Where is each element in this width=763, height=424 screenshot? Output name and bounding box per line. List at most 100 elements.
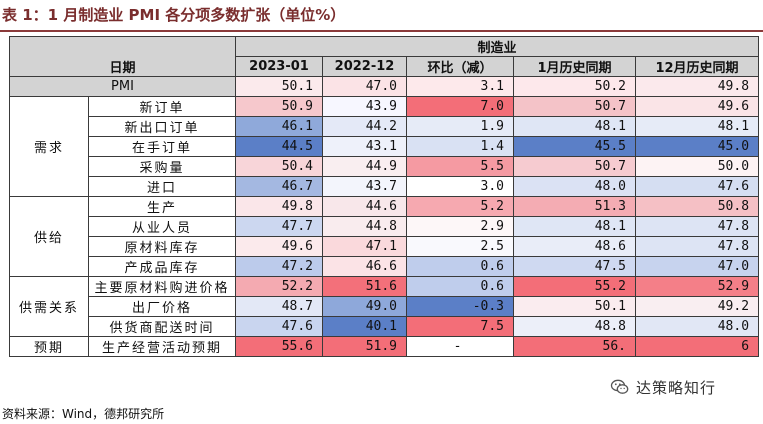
value-cell-2023-01: 44.5 — [235, 136, 323, 157]
source-note: 资料来源：Wind，德邦研究所 — [2, 407, 165, 421]
value-cell-jan-hist: 56. — [513, 336, 636, 357]
value-cell-mom: -0.3 — [406, 296, 514, 317]
value-cell-jan-hist: 48.1 — [513, 116, 636, 137]
value-cell-jan-hist: 48.0 — [513, 176, 636, 197]
value-cell-mom: 3.0 — [406, 176, 514, 197]
value-cell-2023-01: 46.1 — [235, 116, 323, 137]
row-label: 从业人员 — [88, 216, 236, 237]
value-cell-2023-01: 47.6 — [235, 316, 323, 337]
value-cell-2023-01: 52.2 — [235, 276, 323, 297]
value-cell-2022-12: 44.6 — [322, 196, 407, 217]
value-cell-jan-hist: 50.1 — [513, 296, 636, 317]
row-label: 原材料库存 — [88, 236, 236, 257]
value-cell-dec-hist: 47.6 — [634, 176, 760, 197]
value-cell-mom: 7.5 — [406, 316, 514, 337]
header-col-2023-01: 2023-01 — [235, 56, 323, 77]
pmi-value-2023-01: 50.1 — [235, 76, 323, 97]
table-row: 从业人员 47.7 44.8 2.9 48.1 47.8 — [10, 216, 760, 237]
group-label: 供给 — [9, 196, 89, 277]
row-label: 进口 — [88, 176, 236, 197]
value-cell-jan-hist: 45.5 — [513, 136, 636, 157]
row-label: 主要原材料购进价格 — [88, 276, 236, 297]
row-label: 出厂价格 — [88, 296, 236, 317]
wechat-icon — [610, 379, 629, 394]
value-cell-2023-01: 47.2 — [235, 256, 323, 277]
value-cell-2023-01: 50.4 — [235, 156, 323, 177]
value-cell-mom: 7.0 — [406, 96, 514, 117]
value-cell-2022-12: 44.8 — [322, 216, 407, 237]
value-cell-jan-hist: 47.5 — [513, 256, 636, 277]
group-label: 供需关系 — [9, 276, 89, 337]
value-cell-mom: 0.6 — [406, 256, 514, 277]
table-row: 供给 生产 49.8 44.6 5.2 51.3 50.8 — [9, 196, 760, 277]
table-row: 在手订单 44.5 43.1 1.4 45.5 45.0 — [10, 136, 760, 157]
value-cell-2023-01: 50.9 — [235, 96, 323, 117]
value-cell-dec-hist: 47.0 — [634, 256, 760, 277]
header-col-2022-12: 2022-12 — [322, 56, 407, 77]
table-row: 采购量 50.4 44.9 5.5 50.7 50.0 — [10, 156, 760, 177]
header-col-dec-hist: 12月历史同期 — [634, 56, 760, 77]
value-cell-2023-01: 49.6 — [235, 236, 323, 257]
row-label: 新订单 — [88, 96, 236, 117]
value-cell-2022-12: 49.0 — [322, 296, 407, 317]
value-cell-2022-12: 51.6 — [322, 276, 407, 297]
value-cell-dec-hist: 47.8 — [634, 216, 760, 237]
table-row: 原材料库存 49.6 47.1 2.5 48.6 47.8 — [10, 236, 760, 257]
value-cell-2023-01: 48.7 — [235, 296, 323, 317]
table-row: 产成品库存 47.2 46.6 0.6 47.5 47.0 — [10, 256, 760, 277]
value-cell-mom: 2.9 — [406, 216, 514, 237]
value-cell-2022-12: 51.9 — [322, 336, 407, 357]
value-cell-dec-hist: 45.0 — [634, 136, 760, 157]
value-cell-mom: 2.5 — [406, 236, 514, 257]
value-cell-jan-hist: 50.7 — [513, 156, 636, 177]
value-cell-dec-hist: 50.0 — [634, 156, 760, 177]
pmi-row: PMI 50.1 47.0 3.1 50.2 49.8 — [9, 76, 760, 97]
pmi-value-2022-12: 47.0 — [322, 76, 407, 97]
value-cell-mom: 1.4 — [406, 136, 514, 157]
table-row: 进口 46.7 43.7 3.0 48.0 47.6 — [10, 176, 760, 197]
value-cell-dec-hist: 49.6 — [634, 96, 760, 117]
value-cell-mom: 5.5 — [406, 156, 514, 177]
value-cell-2022-12: 43.9 — [322, 96, 407, 117]
group-label: 预期 — [9, 336, 89, 357]
title-divider — [0, 30, 763, 32]
value-cell-mom: - — [406, 336, 514, 357]
value-cell-jan-hist: 48.1 — [513, 216, 636, 237]
value-cell-jan-hist: 51.3 — [513, 196, 636, 217]
value-cell-2023-01: 49.8 — [235, 196, 323, 217]
value-cell-jan-hist: 55.2 — [513, 276, 636, 297]
group-label: 需求 — [9, 96, 89, 197]
value-cell-dec-hist: 48.1 — [634, 116, 760, 137]
table-row: 预期 生产经营活动预期 55.6 51.9-56. 6 — [9, 336, 760, 357]
header-blank — [9, 36, 236, 57]
value-cell-2022-12: 44.9 — [322, 156, 407, 177]
header-row-columns: 日期 2023-01 2022-12 环比（减） 1月历史同期 12月历史同期 — [9, 56, 760, 77]
value-cell-dec-hist: 50.8 — [634, 196, 760, 217]
row-label: 在手订单 — [88, 136, 236, 157]
value-cell-2022-12: 47.1 — [322, 236, 407, 257]
pmi-table: 制造业 日期 2023-01 2022-12 环比（减） 1月历史同期 12月历… — [9, 36, 760, 357]
value-cell-dec-hist: 52.9 — [634, 276, 760, 297]
table-row: 出厂价格 48.7 49.0 -0.3 50.1 49.2 — [10, 296, 760, 317]
row-label: 生产 — [88, 196, 236, 217]
value-cell-jan-hist: 48.6 — [513, 236, 636, 257]
pmi-value-mom: 3.1 — [406, 76, 514, 97]
value-cell-mom: 0.6 — [406, 276, 514, 297]
value-cell-2023-01: 47.7 — [235, 216, 323, 237]
row-label: 生产经营活动预期 — [88, 336, 236, 357]
value-cell-2022-12: 46.6 — [322, 256, 407, 277]
value-cell-jan-hist: 48.8 — [513, 316, 636, 337]
table-title: 表 1：1 月制造业 PMI 各分项多数扩张（单位%） — [2, 6, 346, 24]
table-row: 需求 新订单 50.9 43.9 7.0 50.7 49.6 — [9, 96, 760, 197]
header-col-jan-hist: 1月历史同期 — [513, 56, 636, 77]
watermark: 达策略知行 — [607, 376, 755, 398]
header-group-label: 制造业 — [234, 36, 760, 57]
value-cell-2022-12: 43.7 — [322, 176, 407, 197]
watermark-text: 达策略知行 — [636, 378, 717, 397]
pmi-row-label: PMI — [9, 76, 236, 97]
header-col-mom: 环比（减） — [406, 56, 514, 77]
value-cell-dec-hist: 48.0 — [634, 316, 760, 337]
value-cell-2022-12: 43.1 — [322, 136, 407, 157]
table-row: 供货商配送时间 47.6 40.1 7.5 48.8 48.0 — [10, 316, 760, 337]
value-cell-jan-hist: 50.7 — [513, 96, 636, 117]
